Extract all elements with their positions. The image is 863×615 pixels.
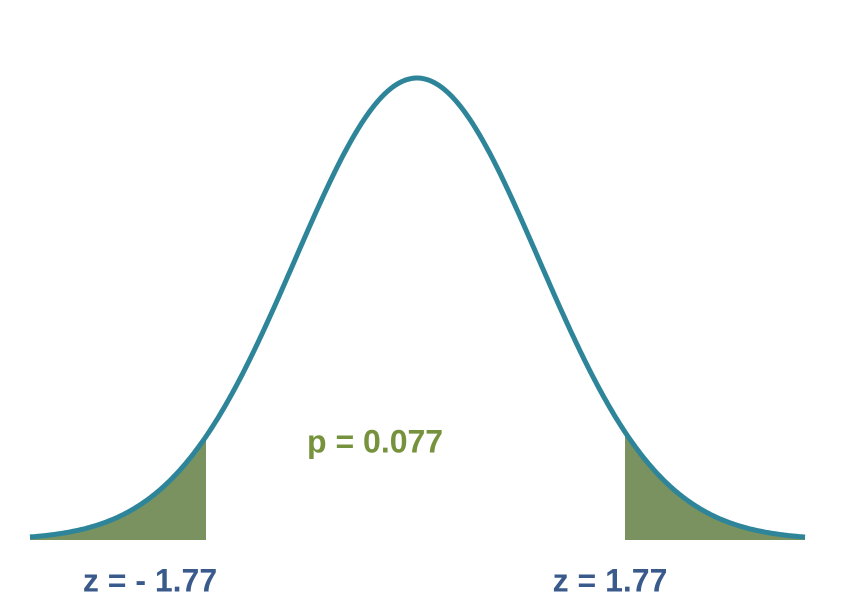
- z-label-right: z = 1.77: [553, 562, 668, 598]
- left-tail-area: [30, 436, 206, 540]
- right-tail-area: [625, 432, 805, 540]
- p-value-label: p = 0.077: [307, 423, 443, 459]
- normal-curve: [29, 75, 807, 540]
- z-label-left: z = - 1.77: [83, 562, 217, 598]
